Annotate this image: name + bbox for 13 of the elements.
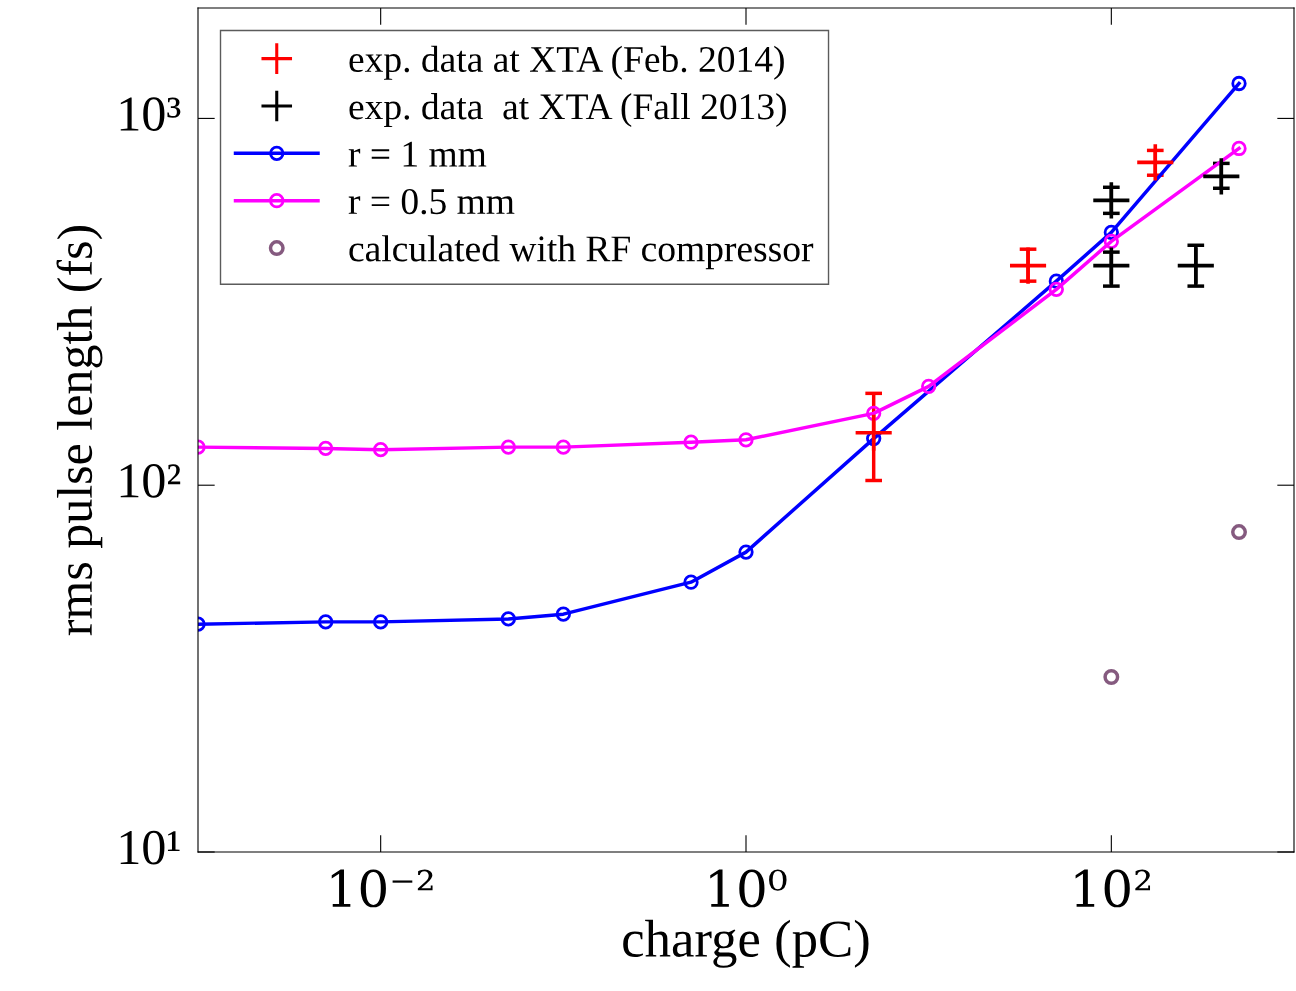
legend-label: exp. data at XTA (Feb. 2014) — [349, 45, 784, 80]
x-tick-label: 10⁰ — [710, 869, 787, 908]
y-tick-label: 10² — [120, 463, 181, 498]
legend-label: calculated with RF compressor — [349, 235, 814, 270]
x-axis-title: charge (pC) — [623, 919, 869, 968]
x-tick-label: 10² — [1075, 869, 1151, 908]
legend-label: r = 0.5 mm — [348, 188, 515, 215]
y-tick-label: 10³ — [120, 97, 181, 131]
legend-label: r = 1 mm — [348, 141, 487, 167]
x-tick-label: 10⁻² — [331, 869, 433, 908]
y-tick-label: 10¹ — [120, 830, 180, 865]
y-axis-title: rms pulse length (fs) — [56, 225, 103, 636]
legend-label: exp. data at XTA (Fall 2013) — [349, 93, 786, 128]
